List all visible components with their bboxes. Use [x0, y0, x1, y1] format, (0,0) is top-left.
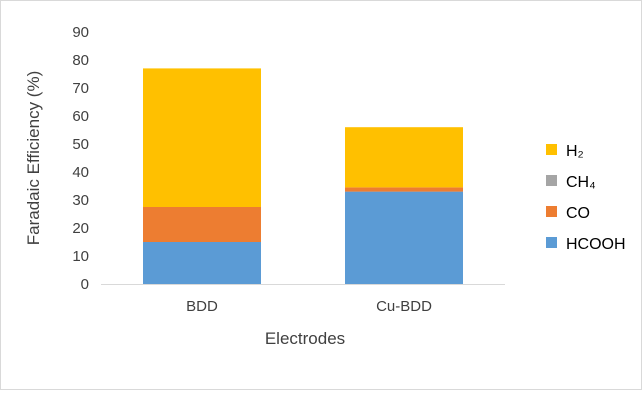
y-tick-label: 50 — [72, 136, 89, 153]
x-tick-label: BDD — [186, 298, 218, 315]
y-tick-label: 60 — [72, 108, 89, 125]
bar-segment — [345, 191, 463, 284]
x-axis-ticks: BDD Cu-BDD — [186, 298, 432, 315]
y-tick-label: 40 — [72, 164, 89, 181]
legend-swatch — [546, 175, 557, 186]
legend: H₂ CH₄ CO HCOOH — [546, 143, 626, 253]
y-axis-title: Faradaic Efficiency (%) — [24, 71, 43, 245]
bar-segment — [345, 187, 463, 192]
y-tick-label: 70 — [72, 80, 89, 97]
y-tick-label: 80 — [72, 52, 89, 69]
y-tick-label: 10 — [72, 248, 89, 265]
bar-segment — [345, 127, 463, 188]
y-axis-ticks: 0 10 20 30 40 50 60 70 80 90 — [72, 24, 89, 293]
legend-label: HCOOH — [566, 236, 626, 253]
y-tick-label: 0 — [81, 276, 89, 293]
legend-swatch — [546, 237, 557, 248]
x-tick-label: Cu-BDD — [376, 298, 432, 315]
y-tick-label: 30 — [72, 192, 89, 209]
legend-label: H₂ — [566, 143, 584, 160]
legend-swatch — [546, 206, 557, 217]
y-tick-label: 20 — [72, 220, 89, 237]
x-axis-title: Electrodes — [265, 329, 345, 348]
y-tick-label: 90 — [72, 24, 89, 41]
legend-swatch — [546, 144, 557, 155]
bar-segment — [143, 68, 261, 208]
legend-label: CO — [566, 205, 590, 222]
bar-segment — [143, 207, 261, 242]
bar-segment — [143, 242, 261, 284]
legend-label: CH₄ — [566, 174, 596, 191]
bars — [143, 68, 463, 284]
